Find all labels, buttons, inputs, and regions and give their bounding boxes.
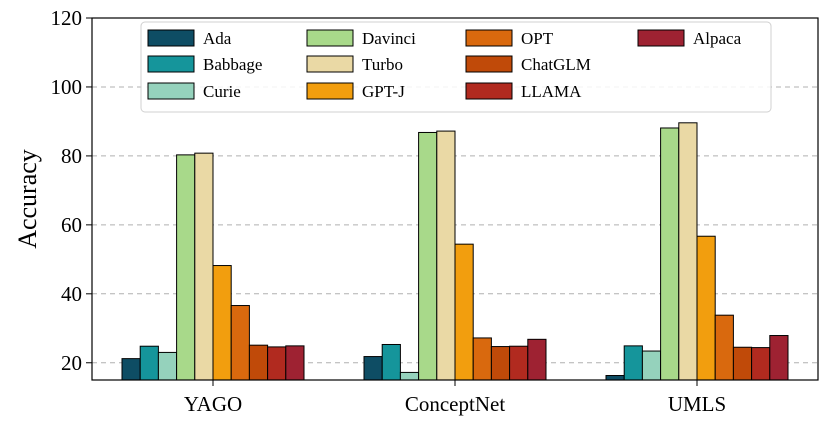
bar-babbage-umls (623, 345, 643, 381)
bar-ada-yago (121, 358, 141, 381)
bar-turbo-umls (678, 122, 698, 381)
bar-alpaca-umls (769, 335, 789, 381)
legend-label-turbo: Turbo (362, 55, 403, 74)
y-tick-label: 120 (51, 6, 83, 30)
bars (121, 122, 789, 381)
y-tick-label: 60 (61, 213, 82, 237)
y-tick-label: 40 (61, 282, 82, 306)
bar-gpt-j-yago (212, 265, 232, 381)
bar-chatglm-conceptnet (490, 346, 511, 381)
legend-swatch-chatglm (465, 55, 513, 73)
y-tick-label: 100 (51, 75, 83, 99)
bar-chatglm-umls (732, 346, 753, 381)
bar-davinci-conceptnet (418, 131, 438, 381)
bar-davinci-umls (660, 127, 680, 381)
x-tick-label: UMLS (668, 392, 726, 416)
legend-swatch-opt (465, 29, 513, 47)
y-tick-label: 80 (61, 144, 82, 168)
legend-swatch-curie (147, 82, 195, 100)
legend-label-babbage: Babbage (203, 55, 262, 74)
bar-ada-umls (605, 375, 625, 381)
bar-chatglm-yago (248, 344, 269, 381)
legend-swatch-babbage (147, 55, 195, 73)
bar-opt-conceptnet (472, 337, 492, 381)
bar-llama-umls (751, 347, 771, 381)
legend-frame (140, 21, 772, 113)
bar-alpaca-conceptnet (527, 338, 547, 381)
bar-ada-conceptnet (363, 356, 383, 381)
bar-curie-yago (157, 351, 178, 381)
bar-alpaca-yago (285, 345, 305, 381)
x-tick-label: YAGO (184, 392, 242, 416)
legend-swatch-llama (465, 82, 513, 100)
legend-label-davinci: Davinci (362, 29, 416, 48)
legend-swatch-gpt-j (306, 82, 354, 100)
y-axis-label: Accuracy (13, 149, 42, 249)
bar-gpt-j-umls (696, 235, 716, 381)
bar-llama-yago (267, 346, 287, 381)
legend: Ada Babbage Curie Davinci Turbo GPT-J OPT ChatG… (140, 21, 772, 113)
bar-opt-yago (230, 305, 250, 381)
bar-curie-umls (641, 350, 662, 381)
y-tick-label: 20 (61, 351, 82, 375)
bar-opt-umls (714, 314, 734, 381)
bar-davinci-yago (176, 154, 196, 381)
legend-label-llama: LLAMA (521, 82, 582, 101)
x-axis-ticks: YAGO ConceptNet UMLS (184, 380, 726, 416)
bar-llama-conceptnet (509, 345, 529, 381)
bar-curie-conceptnet (399, 371, 420, 381)
y-axis-ticks: 20 40 60 80 100 120 (51, 6, 92, 375)
bar-turbo-yago (194, 152, 214, 381)
legend-label-chatglm: ChatGLM (521, 55, 591, 74)
legend-label-curie: Curie (203, 82, 241, 101)
bar-babbage-conceptnet (381, 343, 401, 381)
bar-babbage-yago (139, 345, 159, 381)
legend-swatch-alpaca (637, 29, 685, 47)
legend-label-gpt-j: GPT-J (362, 82, 405, 101)
legend-label-alpaca: Alpaca (693, 29, 742, 48)
legend-label-opt: OPT (521, 29, 554, 48)
legend-swatch-ada (147, 29, 195, 47)
legend-swatch-turbo (306, 55, 354, 73)
x-tick-label: ConceptNet (405, 392, 505, 416)
bar-gpt-j-conceptnet (454, 243, 474, 381)
legend-swatch-davinci (306, 29, 354, 47)
legend-label-ada: Ada (203, 29, 232, 48)
bar-turbo-conceptnet (436, 130, 456, 381)
